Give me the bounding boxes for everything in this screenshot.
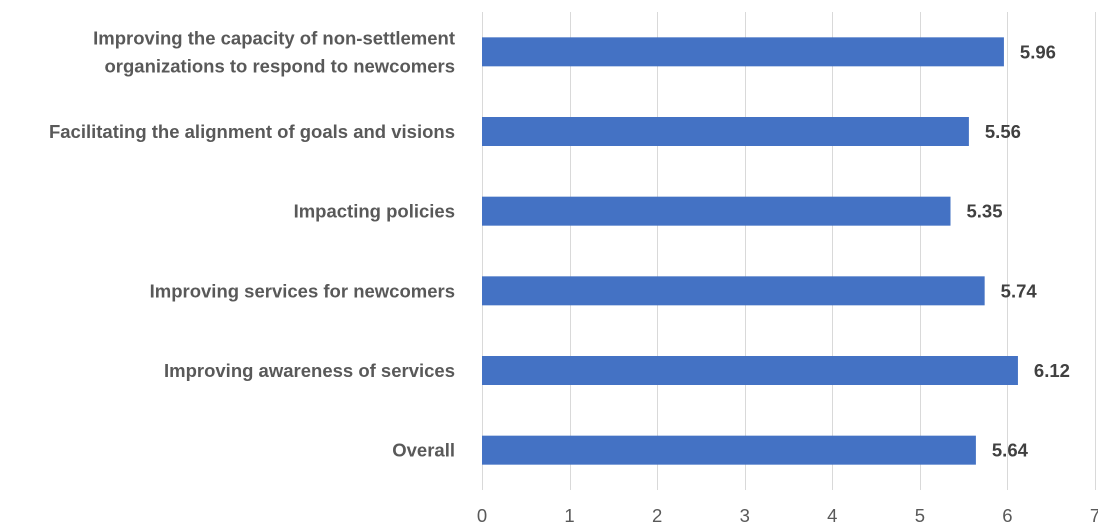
bar-5 [482,356,1018,385]
value-label-3: 5.35 [967,201,1003,222]
bar-6 [482,435,976,465]
x-tick-label-0: 0 [477,505,487,525]
value-label-2: 5.56 [985,121,1021,142]
x-tick-label-7: 7 [1090,505,1098,525]
bar-4 [482,276,985,306]
x-axis-tick-labels: 0 1 2 3 4 5 6 7 [477,505,1098,526]
category-label-2: Facilitating the alignment of goals and … [49,121,455,142]
x-tick-label-2: 2 [652,505,662,525]
category-label-6: Overall [392,440,455,461]
category-labels: Improving the capacity of non-settlement… [49,27,455,460]
value-label-1: 5.96 [1020,41,1056,62]
x-tick-label-6: 6 [1002,505,1012,525]
category-label-5: Improving awareness of services [164,360,455,381]
bar-2 [482,117,969,146]
value-label-5: 6.12 [1034,360,1070,381]
gridlines [482,12,1096,490]
x-tick-label-4: 4 [827,505,837,525]
category-label-1: Improving the capacity of non-settlement… [93,27,455,76]
bar-3 [482,196,951,226]
bars [482,37,1018,465]
category-label-4: Improving services for newcomers [150,280,455,301]
value-label-6: 5.64 [992,440,1029,461]
value-label-4: 5.74 [1001,280,1038,301]
x-tick-label-1: 1 [564,505,574,525]
x-tick-label-5: 5 [915,505,925,525]
x-tick-label-3: 3 [740,505,750,525]
value-labels: 5.96 5.56 5.35 5.74 6.12 5.64 [967,41,1070,460]
category-label-3: Impacting policies [294,201,455,222]
bar-1 [482,37,1004,67]
